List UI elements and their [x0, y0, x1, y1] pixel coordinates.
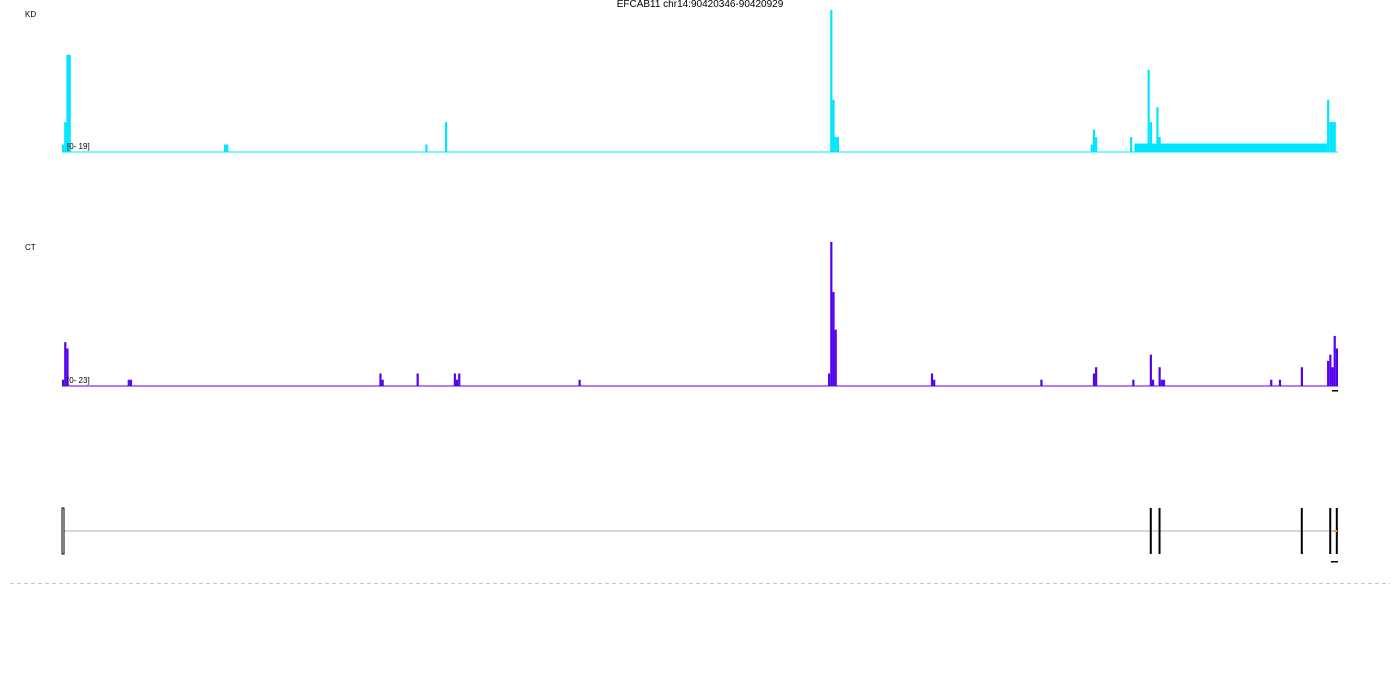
kd-coverage-bar [1090, 144, 1093, 152]
kd-coverage-bar [425, 144, 428, 152]
track-ct: CT [0- 23] [25, 242, 1338, 392]
ct-coverage-bar [127, 379, 130, 386]
ct-coverage-bar [830, 242, 833, 386]
ct-coverage-bar [933, 379, 936, 386]
track-label-kd: KD [25, 10, 36, 19]
kd-coverage-bar [832, 99, 835, 152]
kd-coverage-bar [223, 144, 227, 152]
ct-coverage-bar [1327, 360, 1330, 386]
ct-coverage-bar [1278, 379, 1282, 386]
gene-exon [1149, 508, 1152, 554]
kd-coverage-bar [1156, 107, 1159, 152]
ct-coverage-bar [381, 379, 384, 386]
ct-coverage-bar [62, 379, 65, 386]
range-label-ct: [0- 23] [67, 376, 90, 385]
gene-exon [61, 507, 65, 555]
gene-exon [1300, 508, 1303, 554]
ct-coverage-bar [1270, 379, 1273, 386]
ct-coverage-bar [1335, 348, 1338, 386]
track-label-ct: CT [25, 243, 36, 252]
kd-coverage-bar [1138, 144, 1142, 152]
kd-coverage-bar [1327, 99, 1330, 152]
ct-end-marker [1332, 390, 1338, 392]
kd-coverage-bar [1149, 122, 1152, 152]
kd-coverage-bar [226, 144, 229, 152]
kd-coverage-bar [1158, 137, 1161, 152]
kd-coverage-block [1134, 143, 1328, 152]
ct-coverage-bar [1331, 367, 1334, 386]
gene-feature-marker [1333, 530, 1337, 532]
gene-exon [1329, 508, 1332, 554]
ct-coverage-bar [458, 373, 461, 386]
kd-coverage-bar [830, 10, 833, 152]
ct-coverage-bar [379, 373, 382, 386]
gene-end-marker [1331, 561, 1338, 563]
locus-title: EFCAB11 chr14:90420346-90420929 [617, 0, 784, 10]
kd-coverage-bar [1130, 137, 1133, 152]
range-label-kd: [0- 19] [67, 142, 90, 151]
ct-coverage-bar [416, 373, 419, 386]
ct-coverage-bar [930, 373, 934, 386]
ct-coverage-bar [1095, 367, 1098, 386]
ct-coverage-bar [1132, 379, 1135, 386]
ct-coverage-bar [1040, 379, 1043, 386]
kd-coverage-bar [834, 137, 837, 152]
ct-coverage-bar [129, 379, 133, 386]
ct-coverage-bar [1162, 379, 1166, 386]
ct-coverage-bar [832, 292, 835, 386]
ct-coverage-bar [66, 348, 69, 386]
kd-coverage-bar [1095, 137, 1098, 152]
kd-coverage-bar [445, 122, 448, 152]
kd-coverage-bar [836, 137, 839, 152]
ct-coverage-bar [1092, 373, 1096, 386]
gene-exon [1158, 508, 1161, 554]
kd-coverage-bar [1147, 69, 1150, 152]
ct-coverage-bar [1329, 354, 1332, 386]
ct-coverage-bar [1160, 379, 1163, 386]
ct-coverage-bar [453, 373, 456, 386]
ct-coverage-bars [62, 242, 1338, 392]
kd-coverage-bar [66, 54, 69, 153]
ct-coverage-bar [1158, 367, 1161, 386]
ct-coverage-bar [64, 342, 67, 386]
ct-coverage-bar [1149, 354, 1152, 386]
kd-coverage-bar [1331, 122, 1334, 152]
kd-coverage-bar [1329, 122, 1332, 152]
kd-coverage-bar [1092, 129, 1096, 152]
ct-coverage-bar [828, 373, 831, 386]
ct-coverage-bar [1300, 367, 1303, 386]
ct-coverage-bar [578, 379, 581, 386]
ct-coverage-bar [834, 329, 837, 386]
ct-coverage-bar [1333, 335, 1336, 386]
kd-coverage-bar [68, 54, 71, 153]
kd-coverage-bar [62, 144, 65, 152]
kd-coverage-bars [62, 10, 1338, 153]
ct-coverage-bar [1151, 379, 1155, 386]
ct-coverage-bar [455, 379, 459, 386]
track-kd: KD [0- 19] [25, 10, 1338, 153]
kd-coverage-bar [64, 122, 67, 152]
kd-coverage-bar [1333, 122, 1336, 152]
track-gene-model [61, 507, 1338, 563]
